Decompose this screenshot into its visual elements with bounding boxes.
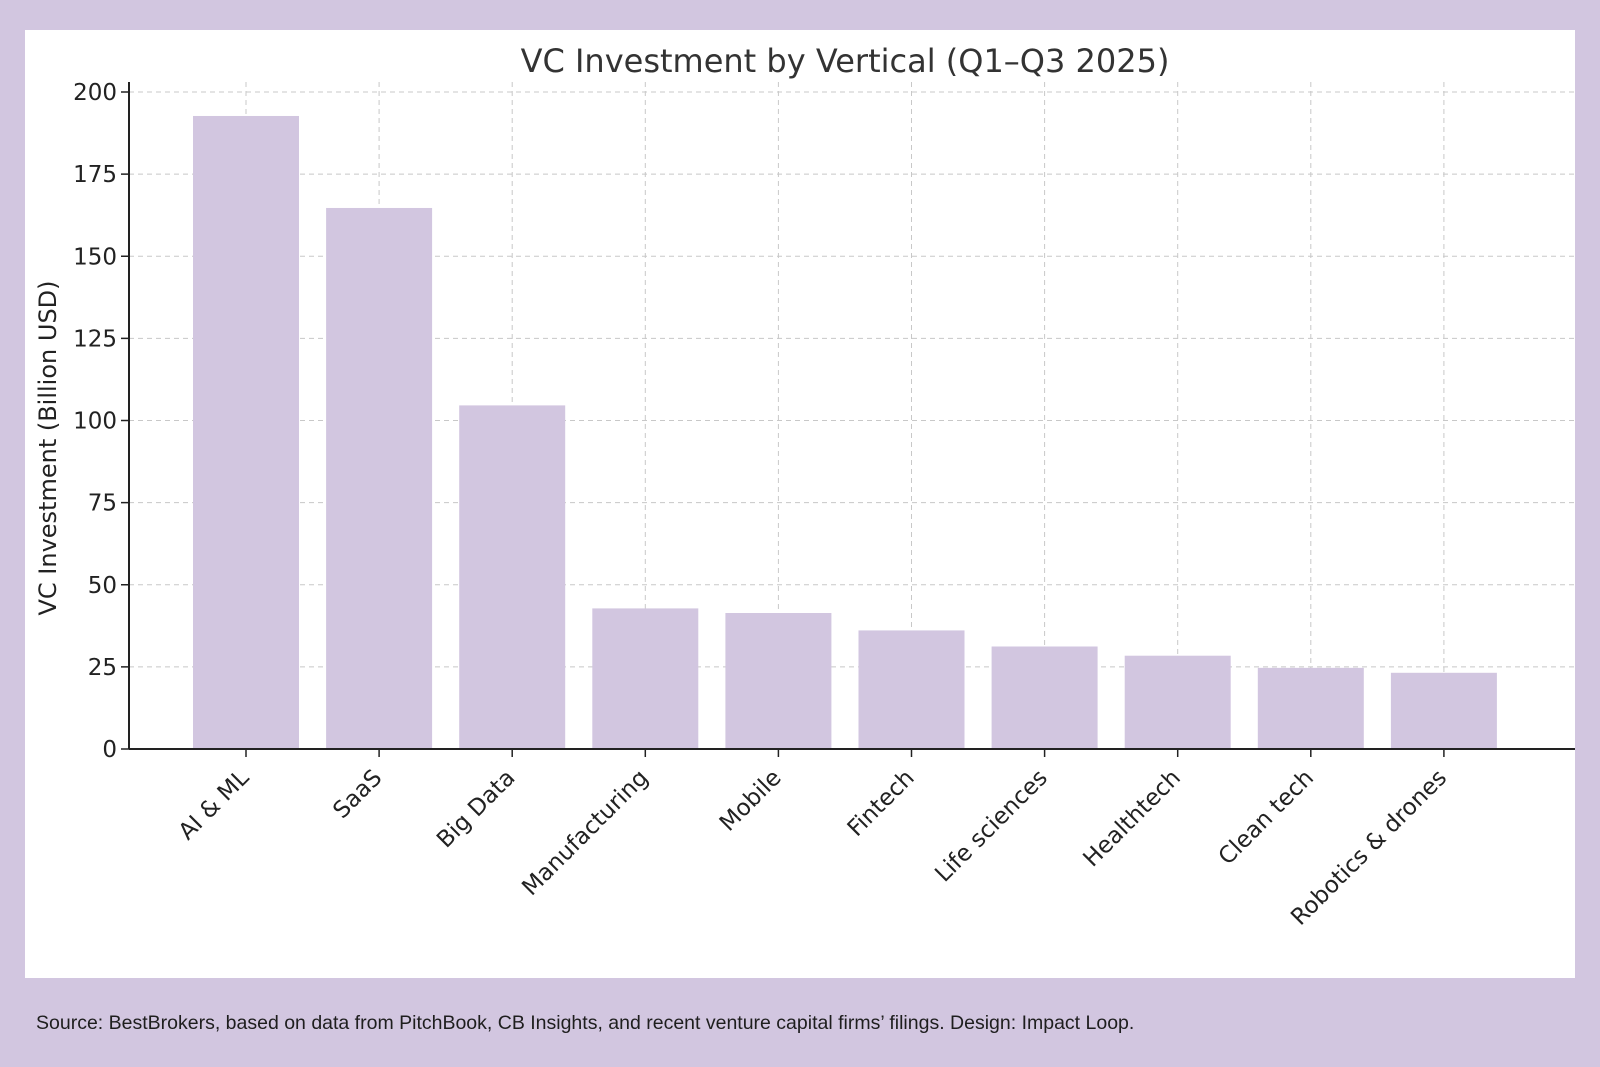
x-tick-label: Big Data — [432, 765, 520, 853]
y-tick-label: 75 — [88, 491, 117, 517]
x-tick-label: Life sciences — [930, 765, 1053, 888]
bar — [193, 115, 299, 750]
bar — [725, 613, 832, 749]
bar — [592, 608, 699, 749]
y-tick-label: 100 — [73, 409, 117, 435]
bars-layer — [193, 115, 1497, 750]
chart-panel: 0 25 50 75 100 125 150 175 200 AI & ML SaaS Big Dat… — [25, 30, 1575, 978]
bar — [1124, 655, 1231, 749]
x-tick-label: Fintech — [843, 765, 920, 842]
source-note: Source: BestBrokers, based on data from … — [36, 1012, 1135, 1034]
bar — [1257, 667, 1364, 749]
x-tick-label: SaaS — [328, 765, 387, 824]
y-tick-label: 150 — [73, 244, 117, 270]
bar — [991, 646, 1098, 749]
x-tick-label: Mobile — [715, 765, 787, 837]
bar-chart: 0 25 50 75 100 125 150 175 200 AI & ML SaaS Big Dat… — [34, 42, 1575, 931]
y-tick-label: 50 — [88, 573, 117, 599]
x-tick-label: Healthtech — [1079, 765, 1186, 872]
y-tick-label: 200 — [73, 80, 117, 106]
x-tick-label: AI & ML — [174, 765, 255, 846]
y-tick-label: 125 — [73, 326, 117, 352]
chart-title: VC Investment by Vertical (Q1–Q3 2025) — [521, 42, 1170, 80]
bar — [1390, 672, 1497, 749]
bar — [326, 207, 433, 749]
y-axis-label: VC Investment (Billion USD) — [34, 280, 62, 615]
x-tick-label: Manufacturing — [517, 765, 653, 901]
y-tick-label: 25 — [88, 655, 117, 681]
bar — [459, 405, 566, 749]
x-tick-label: Clean tech — [1214, 765, 1319, 870]
y-tick-label: 0 — [102, 737, 117, 763]
y-tick-label: 175 — [73, 162, 117, 188]
bar — [858, 630, 965, 749]
